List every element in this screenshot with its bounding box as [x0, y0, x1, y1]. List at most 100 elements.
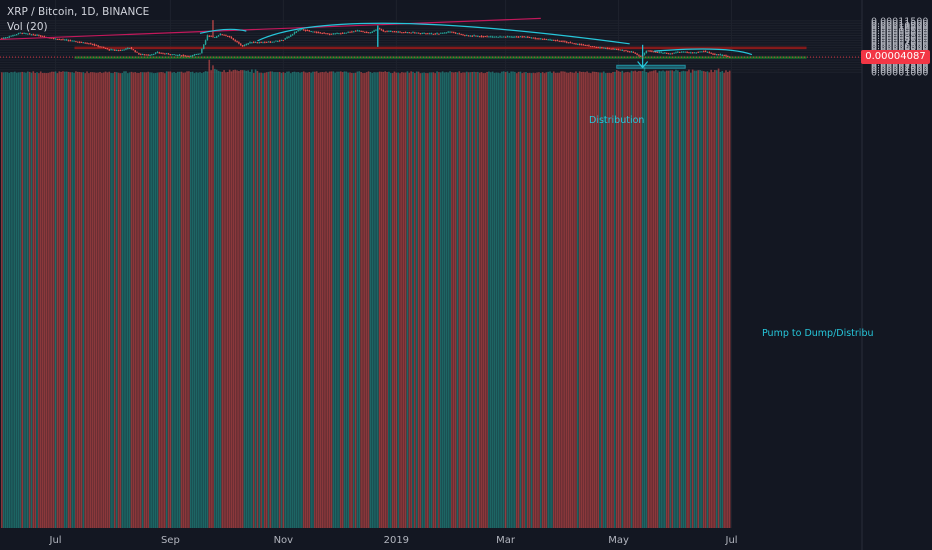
- y-tick-label: 0.00002000: [871, 63, 928, 74]
- candle-body: [504, 36, 507, 38]
- volume-bar: [691, 69, 694, 528]
- volume-bar: [30, 72, 33, 529]
- volume-bar: [638, 70, 640, 528]
- volume-bar: [167, 71, 170, 528]
- volume-bar: [217, 70, 220, 528]
- candle-body: [451, 31, 453, 33]
- volume-bar: [615, 70, 618, 529]
- candle-body: [182, 55, 185, 57]
- volume-bar: [569, 71, 572, 528]
- price-axis[interactable]: 0.000010000.000015000.000020000.00002500…: [861, 0, 928, 550]
- candle-body: [582, 44, 585, 46]
- volume-bar: [264, 72, 266, 528]
- volume-bar: [334, 72, 337, 529]
- candle-body: [328, 33, 331, 35]
- volume-bar: [193, 73, 196, 528]
- volume-bar: [504, 72, 507, 528]
- volume-bar: [678, 72, 681, 528]
- candle-body: [467, 35, 470, 37]
- volume-bar: [64, 71, 66, 529]
- candle-body: [584, 44, 586, 46]
- candle-body: [304, 29, 307, 31]
- distribution-curve: [199, 28, 247, 34]
- candle-body: [208, 35, 210, 37]
- volume-bar: [295, 72, 298, 529]
- candle-body: [656, 51, 659, 53]
- volume-bar: [417, 71, 420, 528]
- volume-bar: [410, 71, 412, 529]
- candle-body: [560, 41, 562, 43]
- volume-bar: [623, 72, 625, 528]
- volume-bar: [386, 72, 388, 529]
- candle-body: [56, 38, 59, 40]
- volume-bar: [651, 71, 653, 529]
- candle-body: [365, 32, 368, 34]
- candle-body: [341, 32, 344, 34]
- candle-body: [416, 32, 418, 34]
- candle-body: [88, 43, 90, 45]
- candle-body: [434, 33, 436, 35]
- volume-bar: [702, 71, 705, 528]
- volume-bar: [402, 72, 405, 528]
- volume-bar: [489, 72, 492, 529]
- candle-body: [640, 55, 642, 57]
- candle-body: [553, 39, 555, 41]
- volume-bar: [10, 72, 12, 528]
- candle-body: [288, 36, 290, 38]
- x-tick-label: 2019: [384, 535, 409, 546]
- candle-body: [241, 45, 244, 47]
- volume-bar: [464, 72, 466, 529]
- volume-bar: [715, 70, 718, 529]
- candle-body: [1, 37, 3, 39]
- volume-bar: [75, 71, 77, 529]
- x-tick-label: May: [608, 535, 629, 546]
- distribution-curve: [257, 22, 630, 45]
- candle-body: [523, 36, 525, 38]
- candle-body: [706, 51, 709, 53]
- volume-bar: [404, 72, 407, 529]
- volume-bar: [519, 71, 522, 528]
- volume-bar: [367, 71, 370, 528]
- candle-body: [717, 54, 720, 56]
- candle-body: [38, 35, 40, 37]
- volume-indicator-title[interactable]: Vol (20): [7, 21, 48, 33]
- candle-body: [471, 35, 473, 37]
- chart-legend: XRP / Bitcoin, 1D, BINANCE Vol (20): [7, 5, 149, 35]
- candle-body: [549, 39, 551, 41]
- volume-bar: [321, 72, 324, 528]
- candle-body: [701, 51, 703, 53]
- volume-bar: [728, 70, 731, 528]
- candle-body: [80, 41, 83, 43]
- candle-body: [595, 47, 598, 49]
- volume-bar: [221, 71, 224, 528]
- candle-body: [412, 32, 414, 34]
- volume-bar: [251, 69, 253, 529]
- volume-bar: [419, 73, 422, 529]
- time-axis[interactable]: Jul Sep Nov 2019 Mar May Jul: [49, 535, 738, 546]
- candle-body: [675, 52, 677, 54]
- candle-body: [127, 47, 129, 49]
- candle-body: [327, 33, 329, 35]
- candle-body: [65, 39, 68, 41]
- candle-body: [14, 34, 16, 36]
- candle-body: [34, 34, 36, 36]
- volume-bar: [508, 73, 511, 529]
- volume-bar: [486, 71, 488, 528]
- candle-body: [580, 44, 583, 46]
- symbol-title[interactable]: XRP / Bitcoin, 1D, BINANCE: [7, 6, 150, 18]
- volume-bar: [95, 72, 98, 529]
- volume-bar: [256, 70, 259, 529]
- candle-body: [662, 52, 664, 54]
- candle-body: [193, 54, 196, 56]
- volume-bar: [239, 70, 242, 529]
- y-tick-label: 0.00007000: [871, 38, 928, 49]
- candle-body: [421, 33, 423, 35]
- candle-body: [653, 51, 655, 53]
- volume-bar: [706, 71, 709, 528]
- candle-body: [562, 41, 564, 43]
- volume-bar: [539, 72, 542, 529]
- volume-bar: [62, 71, 64, 528]
- volume-bar: [293, 71, 296, 528]
